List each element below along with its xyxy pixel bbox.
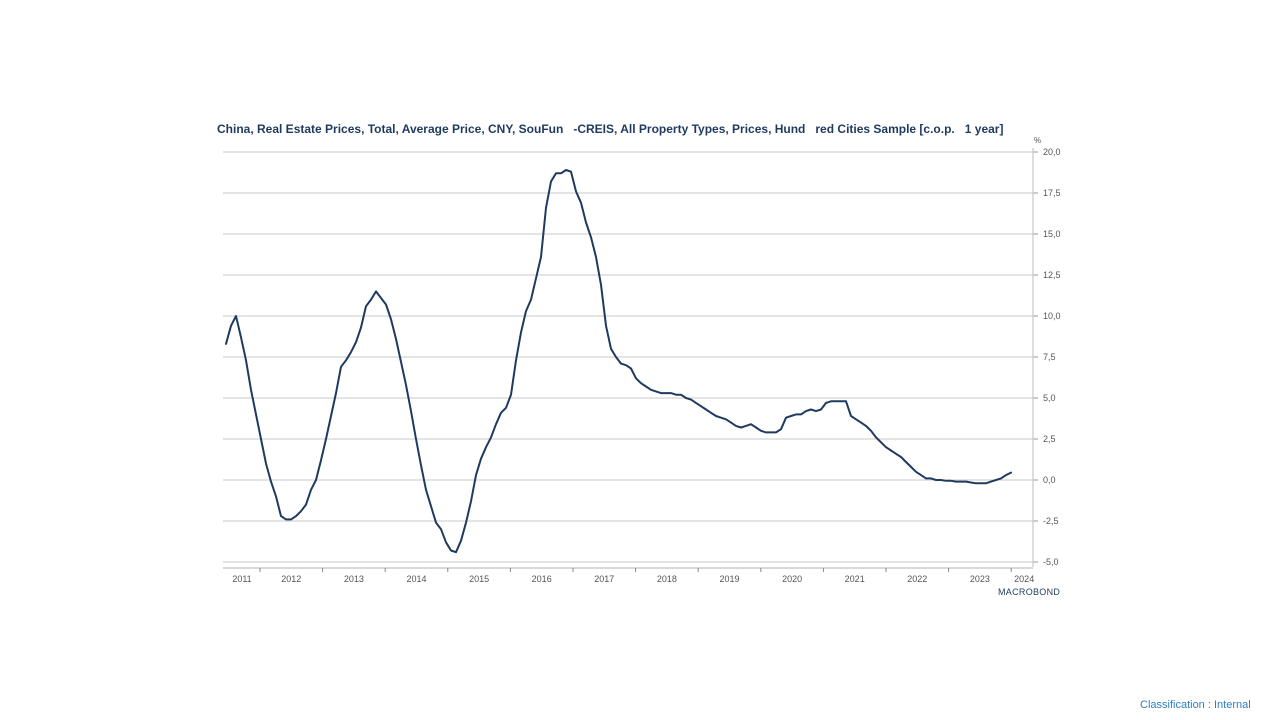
y-tick-label: 7,5	[1043, 352, 1056, 362]
x-tick-label: 2013	[344, 574, 364, 584]
x-axis-tick-labels: 2011 2012 2013 2014 2015 2016 2017 2018 2019 2020…	[232, 574, 1034, 584]
y-tick-label: -5,0	[1043, 557, 1059, 567]
y-axis-unit-label: %	[1034, 136, 1042, 145]
x-tick-label: 2016	[532, 574, 552, 584]
chart-title: China, Real Estate Prices, Total, Averag…	[217, 122, 1004, 136]
x-tick-label: 2021	[845, 574, 865, 584]
x-tick-label: 2022	[907, 574, 927, 584]
x-tick-label: 2019	[719, 574, 739, 584]
x-tick-label: 2015	[469, 574, 489, 584]
y-tick-label: 0,0	[1043, 475, 1056, 485]
x-tick-label: 2018	[657, 574, 677, 584]
y-axis-tick-labels: 20,0 17,5 15,0 12,5 10,0 7,5 5,0 2,5 0,0 -2,5 -5,0	[1043, 147, 1061, 567]
macrobond-logo: MACROBOND	[998, 587, 1061, 597]
axes	[223, 148, 1038, 572]
x-tick-label: 2017	[594, 574, 614, 584]
x-tick-label: 2023	[970, 574, 990, 584]
x-tick-label: 2024	[1014, 574, 1034, 584]
y-tick-label: 2,5	[1043, 434, 1056, 444]
y-tick-label: 12,5	[1043, 270, 1061, 280]
y-tick-label: 17,5	[1043, 188, 1061, 198]
y-tick-label: -2,5	[1043, 516, 1059, 526]
y-tick-label: 5,0	[1043, 393, 1056, 403]
y-tick-label: 10,0	[1043, 311, 1061, 321]
x-tick-label: 2020	[782, 574, 802, 584]
classification-label: Classification : Internal	[1140, 699, 1251, 711]
series-line	[225, 169, 1012, 554]
gridlines	[223, 151, 1033, 563]
y-tick-label: 15,0	[1043, 229, 1061, 239]
x-tick-label: 2014	[406, 574, 426, 584]
y-tick-label: 20,0	[1043, 147, 1061, 157]
x-tick-label: 2012	[281, 574, 301, 584]
x-tick-label: 2011	[232, 574, 251, 584]
